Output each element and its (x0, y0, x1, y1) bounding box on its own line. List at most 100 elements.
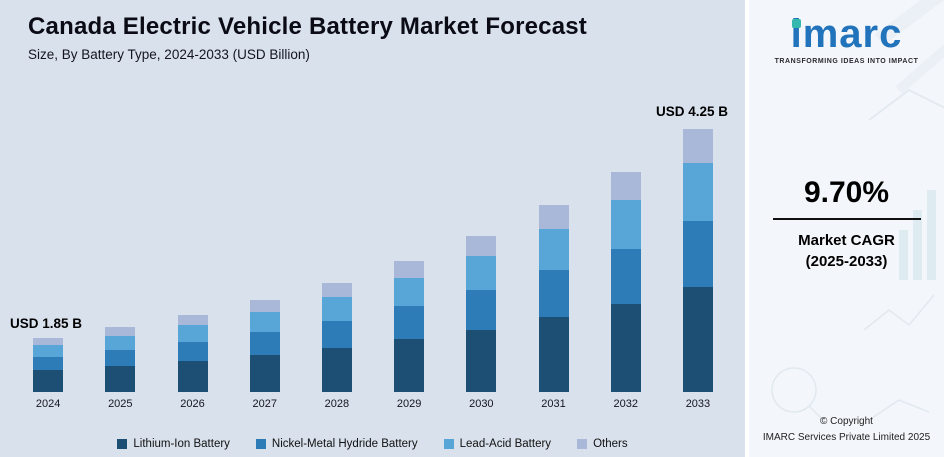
start-value-label: USD 1.85 B (10, 316, 83, 331)
x-axis-label-2032: 2032 (613, 398, 638, 410)
segment-lead-acid-battery (466, 256, 497, 291)
segment-others (177, 314, 208, 325)
imarc-tagline: TRANSFORMING IDEAS INTO IMPACT (774, 58, 919, 65)
legend-label-lead-acid-battery: Lead-Acid Battery (459, 438, 552, 450)
end-value-label: USD 4.25 B (656, 104, 729, 119)
legend-item-lead-acid-battery: Lead-Acid Battery (443, 438, 552, 450)
bar-column-2031: 2031 (517, 205, 589, 411)
copyright: © Copyright IMARC Services Private Limit… (749, 414, 944, 445)
segment-lithium-ion-battery (321, 348, 352, 392)
stacked-bar-2033 (682, 129, 713, 392)
bar-column-2030: 2030 (445, 235, 517, 411)
segment-lead-acid-battery (610, 200, 641, 249)
stacked-bar-2026 (177, 314, 208, 392)
segment-nickel-metal-hydride-battery (249, 332, 280, 356)
x-axis-label-2026: 2026 (180, 398, 205, 410)
bar-column-2033: 2033 (662, 129, 734, 411)
legend-item-others: Others (577, 438, 628, 450)
segment-lead-acid-battery (177, 324, 208, 342)
segment-lead-acid-battery (321, 296, 352, 321)
segment-lead-acid-battery (538, 229, 569, 271)
cagr-range: (2025-2033) (805, 253, 888, 270)
legend-label-nickel-metal-hydride-battery: Nickel-Metal Hydride Battery (271, 438, 418, 450)
segment-lithium-ion-battery (394, 339, 425, 392)
copyright-line2: IMARC Services Private Limited 2025 (762, 431, 931, 443)
segment-others (466, 235, 497, 257)
x-axis-label-2024: 2024 (35, 398, 61, 410)
stacked-bar-2028 (321, 282, 352, 393)
segment-nickel-metal-hydride-battery (610, 248, 641, 304)
segment-others (105, 327, 136, 336)
x-axis-label-2031: 2031 (541, 398, 566, 410)
segment-lithium-ion-battery (610, 303, 641, 392)
segment-nickel-metal-hydride-battery (682, 221, 713, 287)
cagr-divider (772, 218, 921, 220)
cagr-value: 9.70% (803, 176, 890, 209)
segment-lithium-ion-battery (177, 361, 208, 392)
x-axis-label-2030: 2030 (469, 398, 494, 410)
legend-item-nickel-metal-hydride-battery: Nickel-Metal Hydride Battery (255, 438, 418, 450)
segment-lead-acid-battery (682, 163, 713, 222)
imarc-logo-dot (791, 19, 801, 28)
imarc-logo-text: imarc (790, 12, 903, 56)
x-axis-label-2027: 2027 (252, 398, 277, 410)
segment-nickel-metal-hydride-battery (33, 356, 64, 371)
bar-column-2024: 2024 (12, 337, 84, 411)
legend-item-lithium-ion-battery: Lithium-Ion Battery (117, 438, 230, 450)
segment-others (321, 282, 352, 297)
segment-nickel-metal-hydride-battery (321, 320, 352, 349)
legend: Lithium-Ion Battery Nickel-Metal Hydride … (0, 438, 745, 450)
x-axis-label-2029: 2029 (396, 398, 422, 410)
segment-nickel-metal-hydride-battery (177, 341, 208, 362)
segment-lead-acid-battery (33, 344, 64, 357)
legend-swatch-others (577, 439, 588, 449)
x-axis-label-2028: 2028 (324, 398, 350, 410)
page-title: Canada Electric Vehicle Battery Market F… (28, 13, 587, 40)
segment-lead-acid-battery (249, 311, 280, 333)
x-axis-label-2033: 2033 (685, 398, 711, 410)
segment-others (33, 337, 64, 345)
page-subtitle: Size, By Battery Type, 2024-2033 (USD Bi… (28, 47, 310, 62)
brand-panel: imarc TRANSFORMING IDEAS INTO IMPACT 9.7… (745, 0, 944, 457)
chart-panel: Canada Electric Vehicle Battery Market F… (0, 0, 745, 457)
legend-label-lithium-ion-battery: Lithium-Ion Battery (133, 438, 230, 450)
segment-lead-acid-battery (105, 335, 136, 350)
segment-lead-acid-battery (394, 277, 425, 307)
stacked-bar-2025 (105, 327, 136, 392)
stacked-bar-2032 (610, 171, 641, 392)
x-axis-label-2025: 2025 (108, 398, 133, 410)
bar-column-2026: 2026 (156, 314, 228, 411)
segment-others (249, 299, 280, 312)
segment-lithium-ion-battery (466, 329, 497, 392)
stacked-bar-2027 (249, 299, 280, 392)
segment-lithium-ion-battery (249, 355, 280, 392)
segment-lithium-ion-battery (682, 286, 713, 392)
legend-label-others: Others (593, 438, 628, 450)
legend-swatch-lead-acid-battery (443, 439, 454, 449)
imarc-logo: imarc TRANSFORMING IDEAS INTO IMPACT (749, 14, 944, 65)
bar-column-2029: 2029 (373, 260, 445, 411)
plot-area: 2024 2025 2026 2027 2028 2029 2030 2031 2032 2033 (12, 129, 734, 411)
segment-others (682, 129, 713, 164)
stacked-bar-2024 (33, 337, 64, 392)
segment-nickel-metal-hydride-battery (466, 290, 497, 330)
bar-column-2025: 2025 (84, 327, 156, 411)
bar-column-2028: 2028 (301, 282, 373, 412)
stacked-bar-2029 (394, 260, 425, 392)
segment-nickel-metal-hydride-battery (394, 306, 425, 340)
bar-column-2027: 2027 (229, 299, 301, 411)
segment-others (610, 171, 641, 201)
legend-swatch-lithium-ion-battery (117, 439, 128, 449)
segment-nickel-metal-hydride-battery (538, 270, 569, 318)
bar-column-2032: 2032 (590, 171, 662, 411)
cagr-block: 9.70% Market CAGR (2025-2033) (749, 176, 944, 272)
cagr-label: Market CAGR (798, 232, 895, 249)
segment-lithium-ion-battery (538, 317, 569, 392)
copyright-line1: © Copyright (820, 416, 873, 427)
stacked-bar-2031 (538, 205, 569, 392)
segment-lithium-ion-battery (105, 366, 136, 392)
legend-swatch-nickel-metal-hydride-battery (255, 439, 266, 449)
segment-lithium-ion-battery (33, 370, 64, 392)
segment-others (394, 260, 425, 278)
